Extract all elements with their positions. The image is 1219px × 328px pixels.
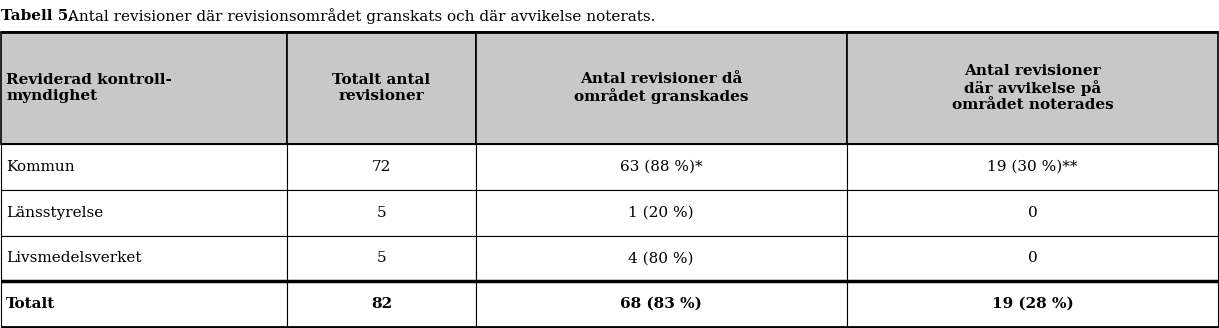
Bar: [475, 190, 847, 236]
Bar: [847, 32, 1218, 144]
Text: 72: 72: [372, 160, 391, 174]
Text: 0: 0: [1028, 206, 1037, 220]
Text: Antal revisioner
där avvikelse på
området noterades: Antal revisioner där avvikelse på område…: [952, 64, 1113, 113]
Text: Livsmedelsverket: Livsmedelsverket: [6, 252, 141, 265]
Text: 19 (28 %): 19 (28 %): [991, 297, 1073, 311]
Text: 68 (83 %): 68 (83 %): [620, 297, 702, 311]
Bar: [1, 190, 286, 236]
Text: Kommun: Kommun: [6, 160, 74, 174]
Bar: [1, 281, 286, 327]
Bar: [1, 144, 286, 190]
Text: 5: 5: [377, 252, 386, 265]
Bar: [847, 281, 1218, 327]
Bar: [475, 236, 847, 281]
Text: Länsstyrelse: Länsstyrelse: [6, 206, 104, 220]
Bar: [475, 32, 847, 144]
Text: Antal revisioner då
området granskades: Antal revisioner då området granskades: [574, 72, 748, 104]
Bar: [847, 144, 1218, 190]
Text: Tabell 5.: Tabell 5.: [1, 9, 73, 23]
Text: Totalt antal
revisioner: Totalt antal revisioner: [333, 73, 430, 103]
Bar: [475, 281, 847, 327]
Text: 5: 5: [377, 206, 386, 220]
Bar: [286, 236, 475, 281]
Text: 19 (30 %)**: 19 (30 %)**: [987, 160, 1078, 174]
Text: Reviderad kontroll-
myndighet: Reviderad kontroll- myndighet: [6, 73, 172, 103]
Bar: [847, 190, 1218, 236]
Text: Totalt: Totalt: [6, 297, 55, 311]
Bar: [286, 190, 475, 236]
Text: 82: 82: [371, 297, 391, 311]
Text: 4 (80 %): 4 (80 %): [629, 252, 694, 265]
Bar: [1, 32, 286, 144]
Text: 1 (20 %): 1 (20 %): [629, 206, 694, 220]
Bar: [286, 281, 475, 327]
Bar: [847, 236, 1218, 281]
Text: Antal revisioner där revisionsområdet granskats och där avvikelse noterats.: Antal revisioner där revisionsområdet gr…: [63, 8, 656, 24]
Bar: [1, 236, 286, 281]
Bar: [286, 144, 475, 190]
Text: 0: 0: [1028, 252, 1037, 265]
Bar: [475, 144, 847, 190]
Bar: [286, 32, 475, 144]
Text: 63 (88 %)*: 63 (88 %)*: [620, 160, 702, 174]
